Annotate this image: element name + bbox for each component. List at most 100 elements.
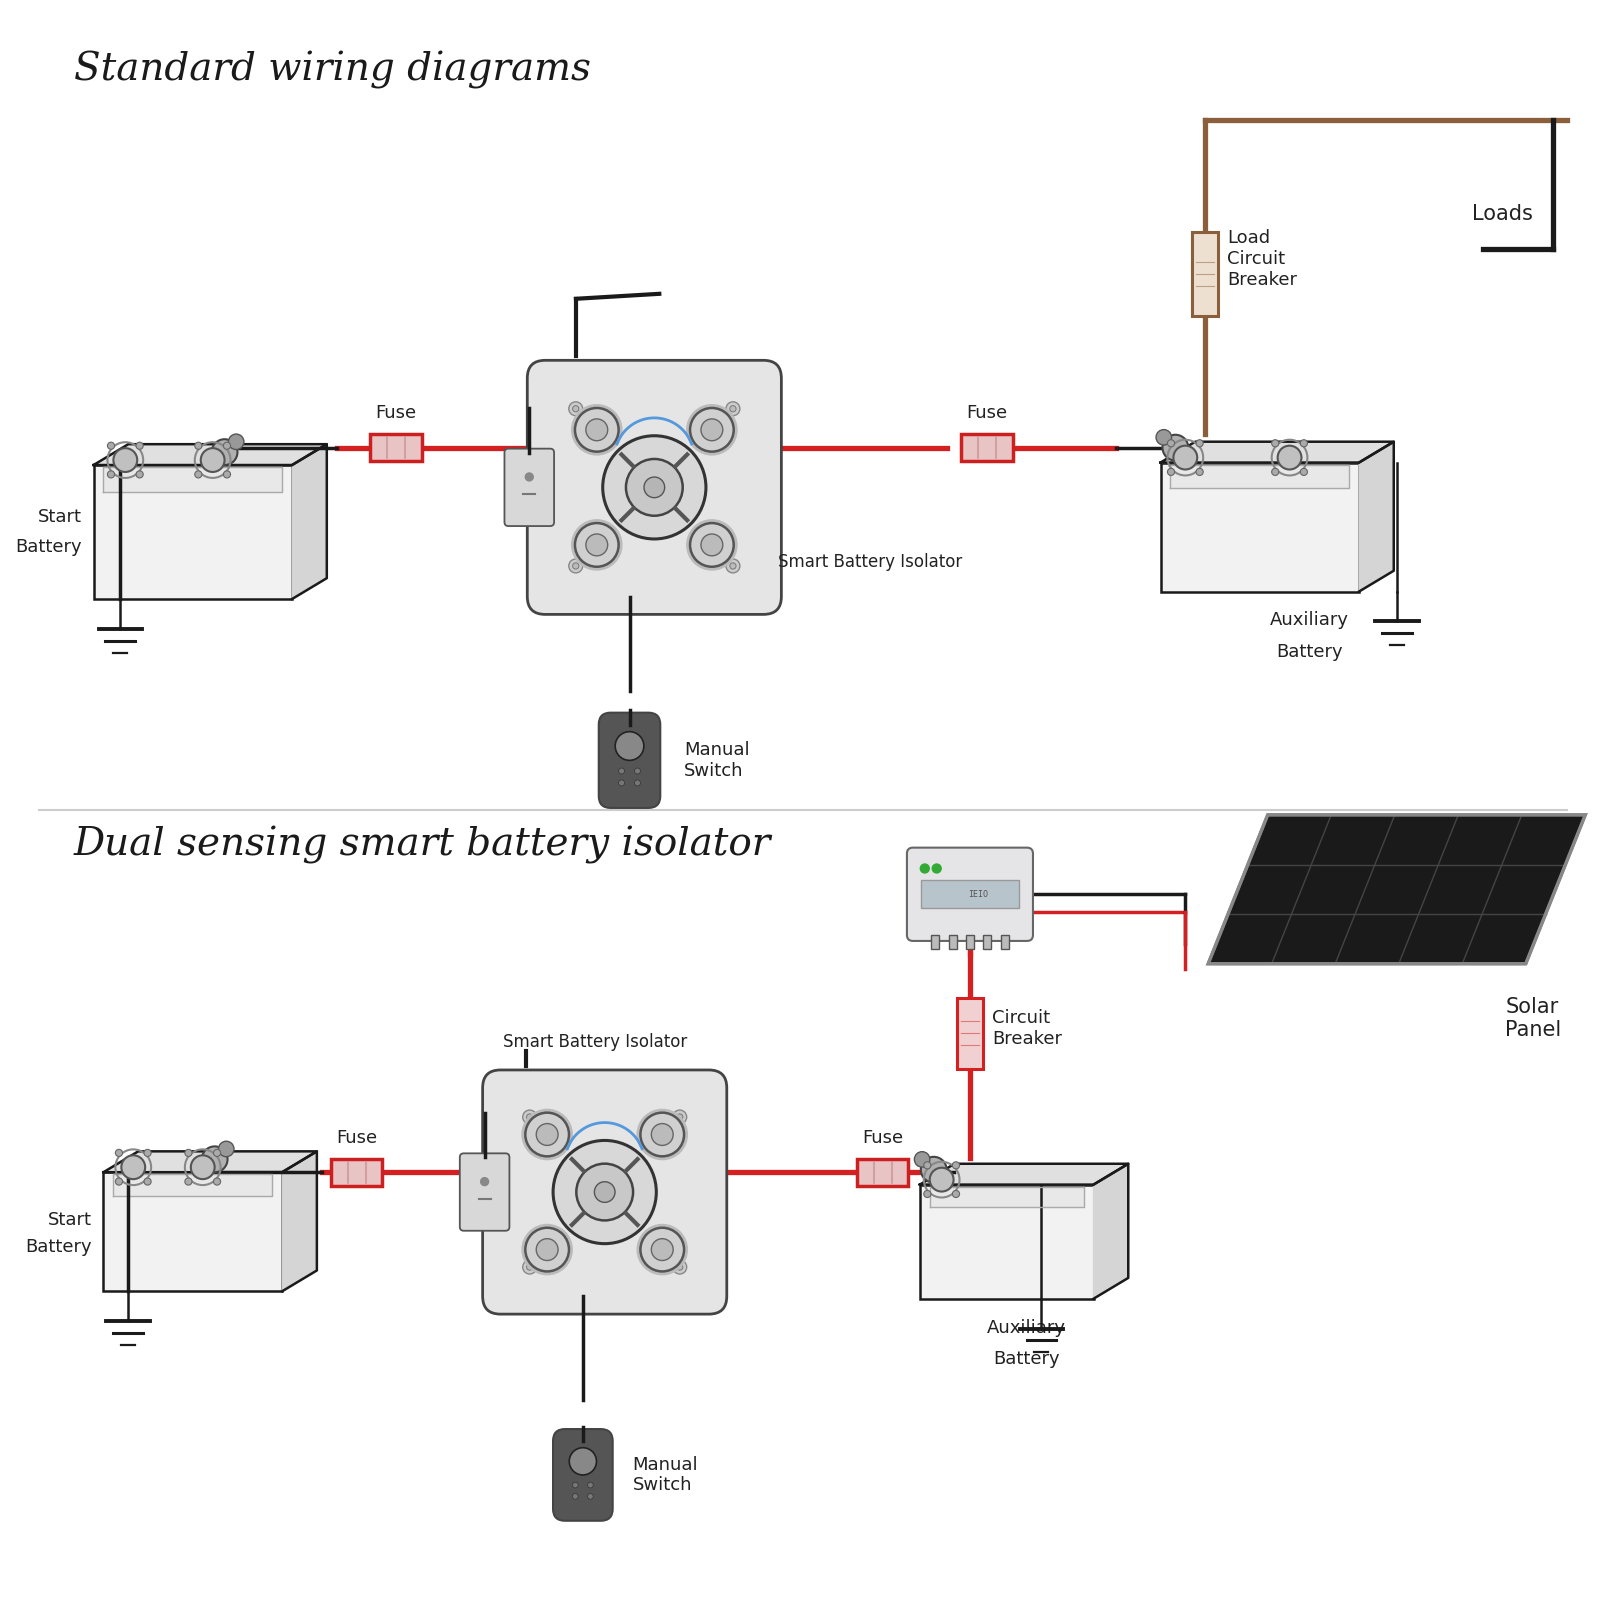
Circle shape (536, 1238, 558, 1261)
Circle shape (480, 1178, 488, 1186)
Circle shape (686, 518, 738, 571)
Circle shape (573, 1493, 578, 1499)
Circle shape (573, 563, 579, 570)
Circle shape (115, 1178, 123, 1186)
Circle shape (574, 408, 619, 451)
Circle shape (640, 1227, 685, 1272)
Polygon shape (1208, 814, 1586, 963)
Text: Start: Start (48, 1211, 91, 1229)
Bar (858, 1158, 909, 1186)
Circle shape (1301, 469, 1307, 475)
Circle shape (619, 779, 624, 786)
Text: Battery: Battery (14, 538, 82, 555)
Circle shape (523, 1110, 536, 1123)
Circle shape (1157, 429, 1171, 445)
Polygon shape (104, 1152, 317, 1173)
Circle shape (1278, 446, 1301, 469)
Circle shape (525, 474, 533, 482)
Bar (371, 434, 422, 461)
Text: IEIO: IEIO (968, 890, 987, 899)
Circle shape (186, 1178, 192, 1186)
Circle shape (576, 1163, 634, 1221)
Text: Circuit
Breaker: Circuit Breaker (992, 1010, 1062, 1048)
Polygon shape (1358, 442, 1394, 592)
FancyBboxPatch shape (598, 712, 661, 808)
Text: Fuse: Fuse (966, 405, 1008, 422)
Circle shape (619, 768, 624, 774)
Circle shape (522, 1109, 573, 1160)
Circle shape (568, 558, 582, 573)
Circle shape (651, 1123, 674, 1146)
Circle shape (730, 406, 736, 411)
Circle shape (136, 442, 144, 450)
Text: Battery: Battery (26, 1238, 91, 1256)
Circle shape (586, 419, 608, 440)
Circle shape (645, 477, 664, 498)
Polygon shape (293, 445, 326, 598)
Circle shape (730, 563, 736, 570)
Bar (984, 934, 992, 949)
Text: Smart Battery Isolator: Smart Battery Isolator (778, 552, 963, 571)
Circle shape (952, 1190, 960, 1197)
Circle shape (190, 1155, 214, 1179)
Circle shape (1301, 440, 1307, 446)
FancyBboxPatch shape (483, 1070, 726, 1314)
Text: Start: Start (38, 509, 82, 526)
FancyBboxPatch shape (907, 848, 1034, 941)
Circle shape (594, 1182, 614, 1202)
Circle shape (1168, 469, 1174, 475)
Circle shape (635, 768, 640, 774)
Circle shape (586, 534, 608, 555)
Circle shape (726, 558, 739, 573)
Polygon shape (282, 1152, 317, 1291)
Circle shape (570, 1448, 597, 1475)
Circle shape (568, 402, 582, 416)
Circle shape (525, 1227, 570, 1272)
Circle shape (536, 1123, 558, 1146)
Circle shape (574, 523, 619, 566)
Bar (1000, 934, 1008, 949)
Text: Auxiliary: Auxiliary (987, 1318, 1066, 1336)
Bar (966, 934, 974, 949)
Circle shape (211, 440, 237, 466)
Bar (331, 1158, 382, 1186)
Circle shape (107, 442, 115, 450)
Circle shape (677, 1264, 683, 1270)
Circle shape (1197, 469, 1203, 475)
Circle shape (115, 1149, 123, 1157)
Circle shape (200, 448, 224, 472)
FancyBboxPatch shape (554, 1429, 613, 1520)
Polygon shape (1160, 442, 1394, 462)
Circle shape (122, 1155, 146, 1179)
Circle shape (640, 1112, 685, 1157)
Text: Battery: Battery (1277, 643, 1342, 661)
Circle shape (690, 408, 734, 451)
Text: Dual sensing smart battery isolator: Dual sensing smart battery isolator (74, 826, 771, 864)
Polygon shape (1171, 464, 1349, 488)
Polygon shape (930, 1187, 1083, 1208)
Circle shape (554, 1141, 656, 1243)
Circle shape (690, 523, 734, 566)
Bar (1192, 232, 1218, 317)
Text: Fuse: Fuse (862, 1130, 902, 1147)
Circle shape (651, 1238, 674, 1261)
Circle shape (144, 1178, 150, 1186)
Circle shape (195, 470, 202, 478)
Circle shape (573, 1482, 578, 1488)
Circle shape (726, 402, 739, 416)
Circle shape (144, 1149, 150, 1157)
Circle shape (677, 1114, 683, 1120)
Circle shape (136, 470, 144, 478)
FancyBboxPatch shape (459, 1154, 509, 1230)
Text: Battery: Battery (994, 1350, 1059, 1368)
Circle shape (571, 405, 622, 456)
Circle shape (701, 419, 723, 440)
Circle shape (920, 864, 930, 874)
Circle shape (635, 779, 640, 786)
Circle shape (573, 406, 579, 411)
Polygon shape (93, 466, 293, 598)
Polygon shape (920, 1184, 1093, 1299)
Circle shape (626, 459, 683, 515)
Polygon shape (920, 1163, 1128, 1184)
Circle shape (923, 1190, 931, 1197)
